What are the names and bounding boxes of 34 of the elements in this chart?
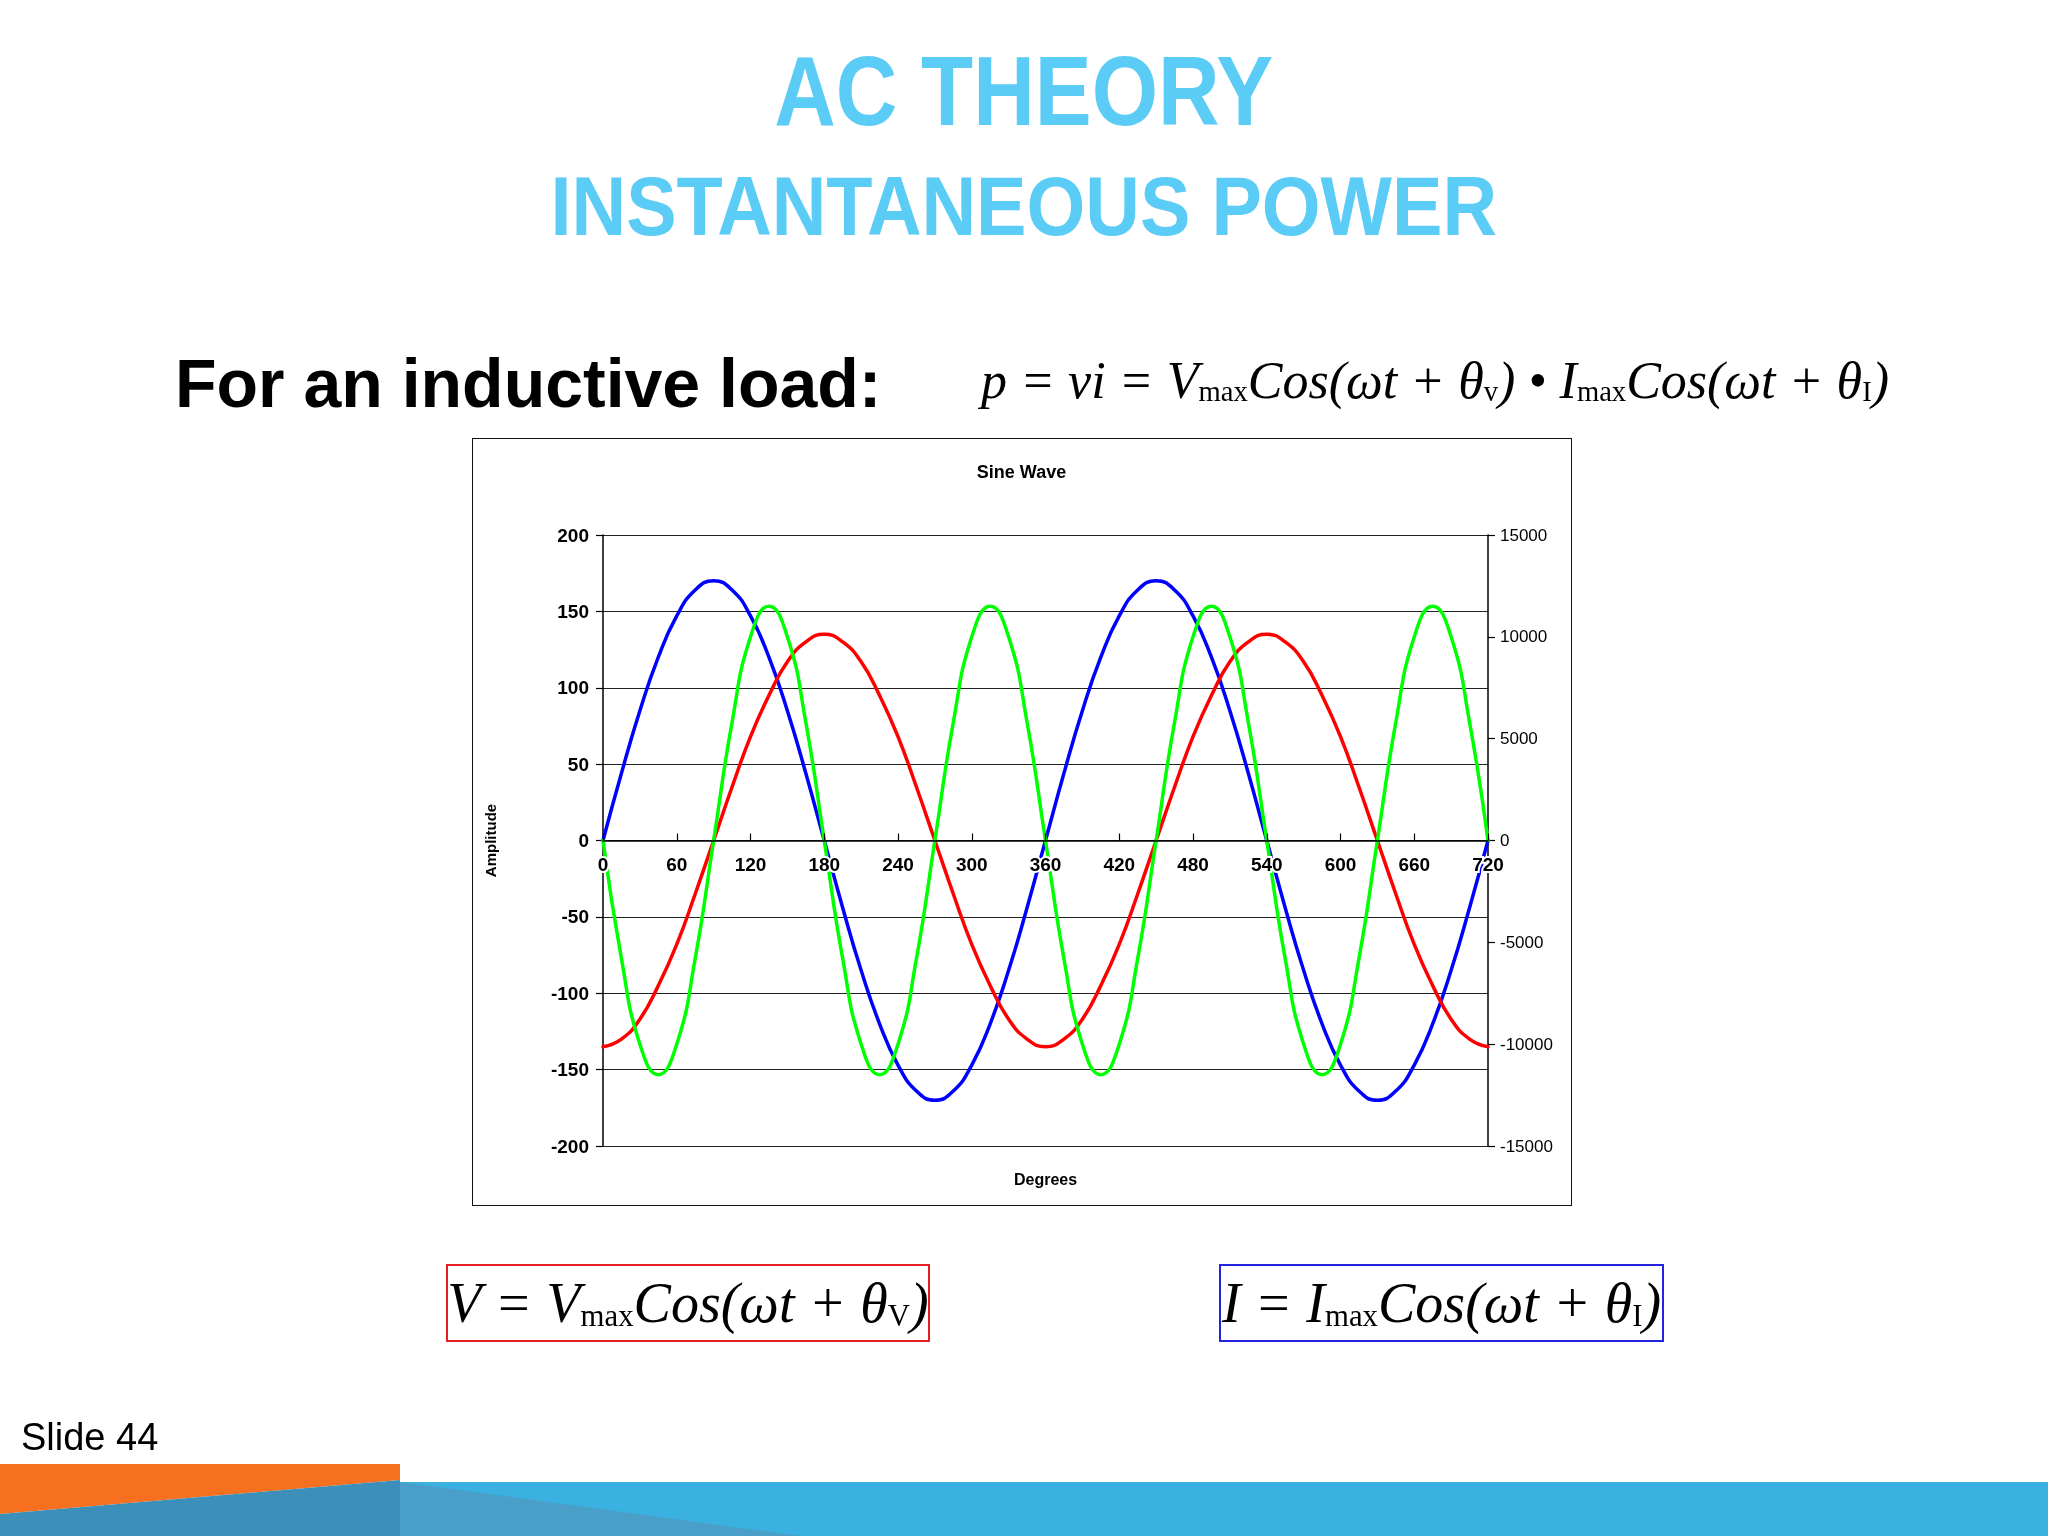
text: Slide 44 bbox=[21, 1416, 159, 1458]
y-tick-label: 0 bbox=[578, 830, 589, 851]
text: Sine Wave bbox=[976, 462, 1067, 482]
y2-tick-label: -5000 bbox=[1500, 932, 1544, 952]
x-tick-label: 60 bbox=[666, 853, 688, 875]
y2-tick-label: 5000 bbox=[1500, 729, 1538, 749]
y2-tick-label: 15000 bbox=[1500, 525, 1548, 545]
x-tick-label: 240 bbox=[882, 853, 914, 875]
y2-tick-label: 10000 bbox=[1500, 627, 1548, 647]
x-tick-label: 120 bbox=[734, 853, 767, 875]
x-tick-label: 600 bbox=[1324, 853, 1357, 875]
x-tick-label: 420 bbox=[1103, 853, 1136, 875]
y-axis-title: Amplitude bbox=[482, 803, 499, 878]
y-tick-label: -200 bbox=[550, 1135, 589, 1157]
y-tick-label: -50 bbox=[561, 906, 589, 928]
y-tick-label: -100 bbox=[550, 982, 589, 1004]
y2-tick-label: -10000 bbox=[1500, 1034, 1553, 1054]
y-tick-label: 150 bbox=[557, 600, 589, 622]
y-tick-label: 50 bbox=[567, 753, 589, 775]
text: For an inductive load: bbox=[175, 345, 882, 421]
text: I = I$_{max}$Cos(ωt + θ$_{I}$) bbox=[1221, 1271, 1662, 1334]
y-tick-label: -150 bbox=[550, 1059, 589, 1081]
y2-tick-label: -15000 bbox=[1500, 1136, 1553, 1156]
x-axis-title: Degrees bbox=[1013, 1170, 1078, 1188]
x-tick-label: 660 bbox=[1398, 853, 1431, 875]
y-tick-label: 100 bbox=[557, 677, 589, 699]
x-tick-label: 300 bbox=[955, 853, 988, 875]
chart-title: AC THEORY bbox=[774, 36, 1274, 146]
y2-tick-label: 0 bbox=[1500, 831, 1510, 850]
text: V = V$_{max}$Cos(ωt + θ$_{V}$) bbox=[447, 1271, 929, 1334]
x-tick-label: 0 bbox=[597, 853, 609, 875]
y-tick-label: 200 bbox=[557, 524, 589, 546]
x-tick-label: 480 bbox=[1177, 853, 1209, 875]
chart-subtitle: INSTANTANEOUS POWER bbox=[550, 159, 1498, 253]
